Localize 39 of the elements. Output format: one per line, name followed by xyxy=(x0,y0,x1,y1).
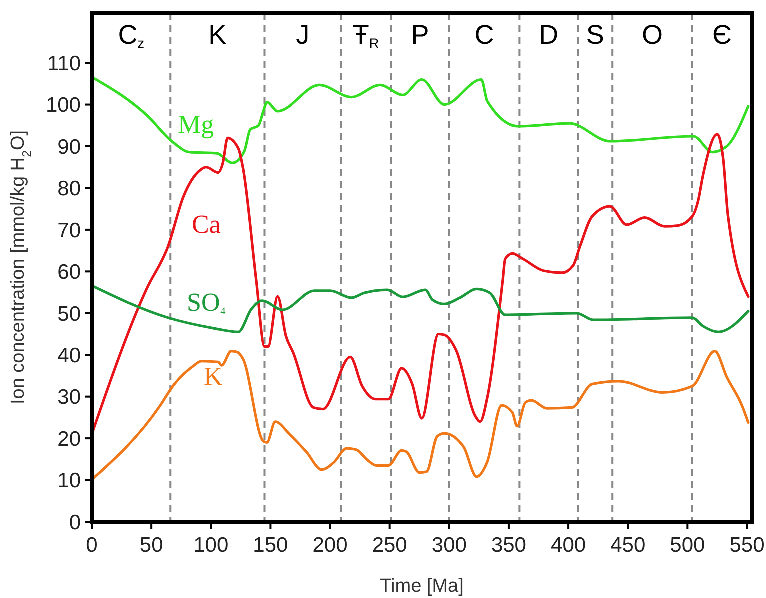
annotation: Ŧ$_{R}$ xyxy=(352,20,380,52)
y-tick-label: 90 xyxy=(58,136,81,159)
x-tick-label: 150 xyxy=(253,534,288,557)
y-tick-label: 60 xyxy=(58,261,81,284)
y-tick-label: 50 xyxy=(58,302,81,326)
x-tick-label: 0 xyxy=(86,534,98,557)
annotation: O xyxy=(642,20,664,50)
x-tick-label: 550 xyxy=(730,534,765,557)
y-tick-label: 100 xyxy=(46,94,81,118)
x-tick-label: 450 xyxy=(610,534,646,557)
series-label: Ca xyxy=(192,210,222,239)
annotation: P xyxy=(411,20,430,50)
annotation: K xyxy=(208,20,227,50)
y-tick-label: 70 xyxy=(58,219,81,242)
x-tick-label: 100 xyxy=(194,534,229,557)
y-tick-label: 20 xyxy=(58,428,81,451)
y-tick-label: 10 xyxy=(58,470,81,493)
annotation: Є xyxy=(712,20,732,50)
series-label: K xyxy=(204,362,223,391)
y-tick-label: 40 xyxy=(58,344,81,368)
y-tick-label: 110 xyxy=(48,52,81,76)
annotation: J xyxy=(296,20,310,50)
x-tick-label: 400 xyxy=(551,534,586,557)
annotation: C$_{z}$ xyxy=(118,20,145,52)
x-tick-label: 300 xyxy=(432,534,467,557)
x-tick-label: 250 xyxy=(372,534,408,557)
y-tick-label: 0 xyxy=(69,511,81,534)
x-tick-label: 500 xyxy=(670,534,706,557)
annotation: C xyxy=(474,20,494,50)
x-tick-label: 200 xyxy=(312,534,348,557)
y-tick-label: 30 xyxy=(58,386,81,410)
x-axis-title: Time [Ma] xyxy=(380,576,464,597)
x-tick-label: 350 xyxy=(491,534,526,557)
annotation: S xyxy=(586,20,604,50)
series-label: Mg xyxy=(178,110,214,139)
x-tick-label: 50 xyxy=(140,534,164,557)
series-label: SO₄ xyxy=(187,288,226,317)
annotation: D xyxy=(539,20,559,50)
y-tick-label: 80 xyxy=(58,178,81,201)
